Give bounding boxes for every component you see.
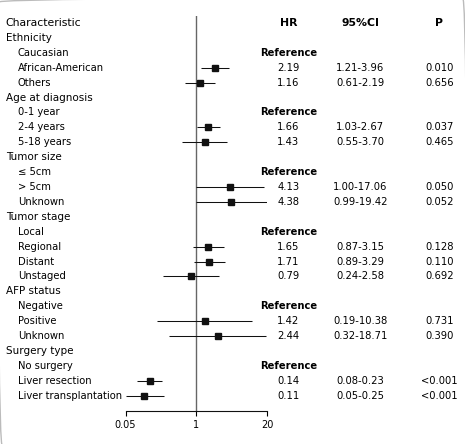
Text: 0.656: 0.656 [425,78,454,87]
Text: Liver resection: Liver resection [18,376,91,386]
Text: 0.110: 0.110 [425,257,454,266]
Text: Reference: Reference [260,301,317,311]
Text: Local: Local [18,227,44,237]
Text: Positive: Positive [18,316,56,326]
Text: <0.001: <0.001 [421,391,458,401]
Text: 0.79: 0.79 [277,271,299,281]
Text: Reference: Reference [260,361,317,371]
Text: Ethnicity: Ethnicity [6,33,52,43]
Text: 1.65: 1.65 [277,242,299,252]
Text: Reference: Reference [260,48,317,58]
Text: Negative: Negative [18,301,63,311]
Text: No surgery: No surgery [18,361,73,371]
Text: 0.99-19.42: 0.99-19.42 [333,197,388,207]
Text: <0.001: <0.001 [421,376,458,386]
Text: 0.14: 0.14 [277,376,299,386]
Text: 1.42: 1.42 [277,316,299,326]
Text: 0.19-10.38: 0.19-10.38 [333,316,387,326]
Text: 0-1 year: 0-1 year [18,107,60,118]
Text: 1.43: 1.43 [277,137,299,147]
Text: 0.32-18.71: 0.32-18.71 [333,331,387,341]
Text: 0.87-3.15: 0.87-3.15 [336,242,385,252]
Text: 0.128: 0.128 [425,242,454,252]
Text: 0.55-3.70: 0.55-3.70 [336,137,385,147]
Text: P: P [435,18,444,28]
Text: 4.13: 4.13 [277,182,299,192]
Text: 2.19: 2.19 [277,63,299,73]
Text: 0.010: 0.010 [425,63,454,73]
Text: 0.390: 0.390 [425,331,454,341]
Text: Unstaged: Unstaged [18,271,66,281]
Text: 0.08-0.23: 0.08-0.23 [337,376,384,386]
Text: Surgery type: Surgery type [6,346,73,356]
Text: > 5cm: > 5cm [18,182,51,192]
Text: 0.465: 0.465 [425,137,454,147]
Text: 0.89-3.29: 0.89-3.29 [336,257,385,266]
Text: 0.731: 0.731 [425,316,454,326]
Text: Age at diagnosis: Age at diagnosis [6,92,93,103]
Text: ≤ 5cm: ≤ 5cm [18,167,51,177]
Text: 0.050: 0.050 [425,182,454,192]
Text: 4.38: 4.38 [277,197,299,207]
Text: 1.03-2.67: 1.03-2.67 [336,123,385,132]
Text: Regional: Regional [18,242,61,252]
Text: Tumor size: Tumor size [6,152,61,162]
Text: Others: Others [18,78,51,87]
Text: 1.71: 1.71 [277,257,299,266]
Text: Distant: Distant [18,257,54,266]
Text: 1.16: 1.16 [277,78,299,87]
Text: Unknown: Unknown [18,331,64,341]
Text: Reference: Reference [260,107,317,118]
Text: 0.052: 0.052 [425,197,454,207]
Text: HR: HR [279,18,297,28]
Text: Unknown: Unknown [18,197,64,207]
Text: 2.44: 2.44 [277,331,299,341]
Text: Reference: Reference [260,167,317,177]
Text: African-American: African-American [18,63,104,73]
Text: Tumor stage: Tumor stage [6,212,70,222]
Text: 2-4 years: 2-4 years [18,123,65,132]
Text: 5-18 years: 5-18 years [18,137,71,147]
Text: 0.05-0.25: 0.05-0.25 [336,391,385,401]
Text: 0.037: 0.037 [425,123,454,132]
Text: Reference: Reference [260,227,317,237]
Text: 0.24-2.58: 0.24-2.58 [336,271,385,281]
Text: 95%CI: 95%CI [341,18,379,28]
Text: Characteristic: Characteristic [6,18,81,28]
Text: Liver transplantation: Liver transplantation [18,391,122,401]
Text: 0.692: 0.692 [425,271,454,281]
Text: 1.66: 1.66 [277,123,299,132]
Text: 0.61-2.19: 0.61-2.19 [336,78,385,87]
Text: 1.21-3.96: 1.21-3.96 [336,63,385,73]
Text: 0.11: 0.11 [277,391,299,401]
Text: AFP status: AFP status [6,286,60,297]
Text: Caucasian: Caucasian [18,48,69,58]
Text: 1.00-17.06: 1.00-17.06 [333,182,387,192]
